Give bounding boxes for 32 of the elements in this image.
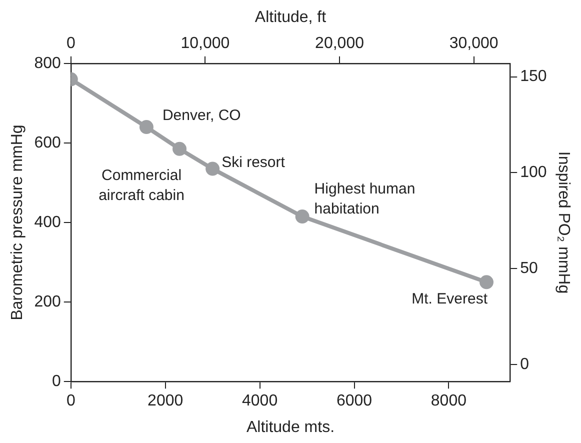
- y-tick-label: 600: [34, 134, 61, 152]
- y2-axis-title: Inspired PO₂ mmHg: [554, 151, 572, 294]
- x2-tick-label: 0: [66, 35, 76, 52]
- x-tick-label: 4000: [242, 392, 278, 410]
- y2-tick-label: 0: [520, 356, 530, 373]
- annotation: Commercial aircraft cabin: [98, 167, 184, 204]
- y-tick-label: 0: [52, 373, 61, 390]
- annotation: Ski resort: [222, 154, 286, 171]
- y-tick-label: 200: [34, 293, 61, 310]
- x-axis-title: Altitude mts.: [246, 418, 335, 436]
- y-axis-title: Barometric pressure mmHg: [9, 124, 26, 320]
- y-tick-label: 400: [34, 214, 61, 231]
- x-tick-label: 6000: [336, 392, 372, 410]
- point: [172, 142, 187, 156]
- point: [295, 210, 310, 224]
- x2-tick-label: 30,000: [449, 35, 498, 52]
- point: [139, 120, 154, 134]
- x-tick-label: 0: [66, 392, 76, 410]
- x-tick-label: 8000: [430, 392, 467, 410]
- y-tick-label: 800: [34, 54, 61, 72]
- annotation: Highest human habitation: [314, 180, 416, 218]
- x-tick-label: 2000: [148, 392, 184, 410]
- annotation: Mt. Everest: [412, 290, 488, 308]
- annotation: Denver, CO: [162, 107, 241, 124]
- x2-tick-label: 10,000: [180, 35, 230, 52]
- x2-tick-label: 20,000: [315, 35, 364, 52]
- x2-axis-title: Altitude, ft: [254, 9, 327, 26]
- point: [479, 275, 494, 290]
- y2-tick-label: 50: [520, 260, 538, 277]
- point: [206, 162, 220, 176]
- y2-tick-label: 100: [520, 164, 547, 182]
- y2-tick-label: 150: [520, 68, 547, 86]
